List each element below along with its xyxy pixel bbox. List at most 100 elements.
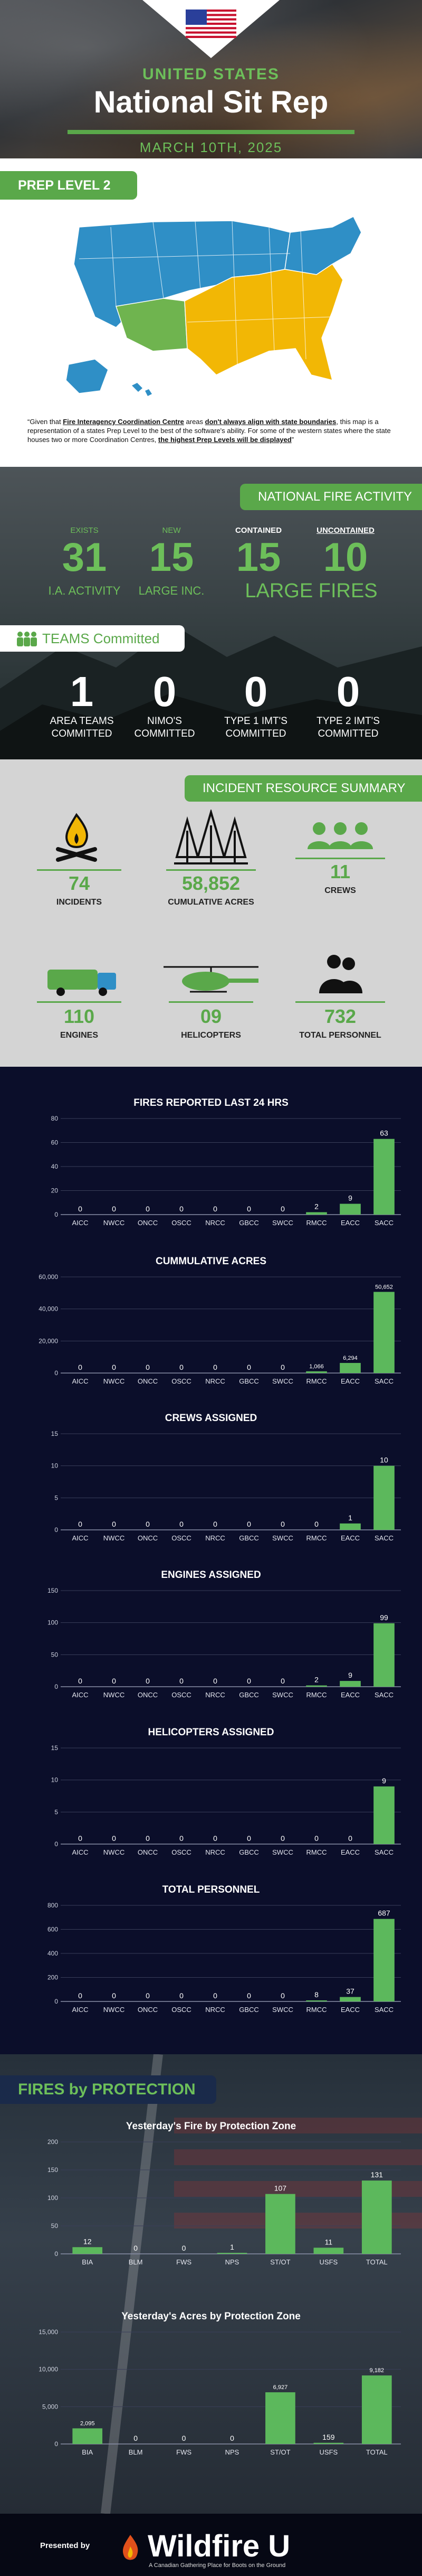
x-tick-label: ONCC <box>138 1848 158 1856</box>
helicopters-rule <box>169 1001 253 1003</box>
x-tick-label: SACC <box>375 1377 394 1385</box>
x-tick-label: OSCC <box>171 1691 191 1699</box>
data-label: 0 <box>348 1834 352 1842</box>
acres-chart: 0 20,000 40,000 60,000 0 AICC 0 NWCC 0 ONCC 0 OSCC 0… <box>39 1273 401 1385</box>
y-tick-label: 60,000 <box>39 1273 58 1281</box>
y-tick-label: 15,000 <box>39 2328 58 2336</box>
bar <box>340 1204 361 1215</box>
y-tick-label: 15 <box>51 1744 59 1752</box>
data-label: 0 <box>112 1834 116 1842</box>
footer: Presented by Wildfire U A Canadian Gathe… <box>0 2514 422 2576</box>
x-tick-label: NWCC <box>103 1534 124 1542</box>
x-tick-label: TOTAL <box>366 2448 388 2456</box>
bar <box>306 1371 327 1373</box>
y-tick-label: 0 <box>54 1683 58 1690</box>
x-tick-label: EACC <box>341 2006 360 2014</box>
x-tick-label: NWCC <box>103 1848 124 1856</box>
new-label: LARGE INC. <box>138 584 205 597</box>
type1-imt-value: 0 <box>244 668 268 715</box>
gacc-charts-section: FIRES REPORTED LAST 24 HRS 0 20 40 60 80 0 AIC… <box>0 1067 422 2054</box>
protection-label: FIRES by PROTECTION <box>0 2075 216 2104</box>
type1-imt-label: TYPE 1 IMT'S COMMITTED <box>224 716 287 739</box>
data-label: 0 <box>281 1677 285 1685</box>
new-header: NEW <box>162 526 181 535</box>
bar <box>361 2180 392 2254</box>
data-label: 0 <box>146 1991 150 2000</box>
data-label: 0 <box>247 1834 251 1842</box>
personnel-icon <box>319 955 362 993</box>
x-tick-label: ONCC <box>138 1377 158 1385</box>
us-flag-icon <box>186 10 236 38</box>
x-tick-label: RMCC <box>306 1691 327 1699</box>
data-label: 2,095 <box>80 2420 95 2427</box>
country-label: UNITED STATES <box>142 65 280 83</box>
x-tick-label: SWCC <box>272 2006 293 2014</box>
x-tick-label: SACC <box>375 1691 394 1699</box>
chart-title-zone-acres: Yesterday's Acres by Protection Zone <box>121 2311 301 2322</box>
x-tick-label: NRCC <box>205 1219 225 1227</box>
chart-title-acres: CUMMULATIVE ACRES <box>155 1256 267 1267</box>
header-banner: UNITED STATES National Sit Rep MARCH 10T… <box>0 0 422 158</box>
x-tick-label: BLM <box>129 2258 143 2266</box>
x-tick-label: GBCC <box>239 1848 259 1856</box>
y-tick-label: 0 <box>54 1840 58 1848</box>
x-tick-label: BIA <box>82 2448 93 2456</box>
x-tick-label: ONCC <box>138 2006 158 2014</box>
x-tick-label: GBCC <box>239 1219 259 1227</box>
data-label: 0 <box>314 1834 319 1842</box>
protection-section: FIRES by PROTECTION Yesterday's Fire by … <box>0 2054 422 2514</box>
data-label: 0 <box>112 1363 116 1371</box>
x-tick-label: NRCC <box>205 1691 225 1699</box>
engine-icon <box>47 970 116 996</box>
x-tick-label: USFS <box>320 2448 338 2456</box>
chart-title-personnel: TOTAL PERSONNEL <box>162 1884 260 1895</box>
crews-rule <box>295 858 385 859</box>
x-tick-label: NRCC <box>205 1848 225 1856</box>
chart-title-crews: CREWS ASSIGNED <box>165 1413 257 1424</box>
bar <box>265 2194 295 2254</box>
data-label: 0 <box>281 1363 285 1371</box>
data-label: 37 <box>346 1987 354 1996</box>
x-tick-label: FWS <box>176 2448 191 2456</box>
personnel-stat: 732 TOTAL PERSONNEL <box>299 1005 381 1040</box>
y-tick-label: 0 <box>54 1998 58 2005</box>
x-tick-label: GBCC <box>239 1534 259 1542</box>
zone-fires-chart: 0 50 100 150 200 12 BIA 0 BLM 0 FWS 1 NPS 107 ST/OT 11 U… <box>47 2138 401 2266</box>
data-label: 0 <box>281 1205 285 1213</box>
crews-stat: 11 CREWS <box>324 861 356 895</box>
y-tick-label: 0 <box>54 2250 58 2258</box>
x-tick-label: FWS <box>176 2258 191 2266</box>
x-tick-label: OSCC <box>171 1848 191 1856</box>
personnel-chart: 0 200 400 600 800 0 AICC 0 NWCC 0 ONCC 0 OSCC 0 NRCC 0 G… <box>47 1902 401 2014</box>
bar <box>340 1362 361 1373</box>
data-label: 0 <box>146 1834 150 1842</box>
data-label: 0 <box>281 1520 285 1528</box>
mountain-background <box>0 625 422 759</box>
area-teams-label: AREA TEAMS COMMITTED <box>50 716 114 739</box>
x-tick-label: OSCC <box>171 2006 191 2014</box>
y-tick-label: 800 <box>47 1902 58 1909</box>
x-tick-label: NWCC <box>103 1219 124 1227</box>
contained-header: CONTAINED <box>235 526 282 535</box>
y-tick-label: 5 <box>54 1808 58 1816</box>
x-tick-label: SWCC <box>272 1377 293 1385</box>
bar <box>373 1139 395 1215</box>
y-tick-label: 40 <box>51 1163 59 1170</box>
bar <box>373 1465 395 1530</box>
trees-icon <box>174 810 248 864</box>
helicopters-chart: 0 5 10 15 0 AICC 0 NWCC 0 ONCC 0 OSCC 0 NRCC 0 GBCC 0 SWC… <box>51 1744 401 1856</box>
x-tick-label: NRCC <box>205 2006 225 2014</box>
data-label: 0 <box>78 1677 82 1685</box>
y-tick-label: 5 <box>54 1494 58 1501</box>
x-tick-label: NRCC <box>205 1377 225 1385</box>
data-label: 0 <box>78 1834 82 1842</box>
helicopter-icon <box>164 966 258 993</box>
data-label: 0 <box>146 1363 150 1371</box>
bar <box>72 2428 103 2444</box>
data-label: 0 <box>247 1363 251 1371</box>
data-label: 0 <box>146 1205 150 1213</box>
us-prep-map <box>65 215 362 396</box>
y-tick-label: 200 <box>47 2138 58 2146</box>
flame-logo-icon <box>122 2535 138 2560</box>
ia-header: EXISTS <box>70 526 99 535</box>
